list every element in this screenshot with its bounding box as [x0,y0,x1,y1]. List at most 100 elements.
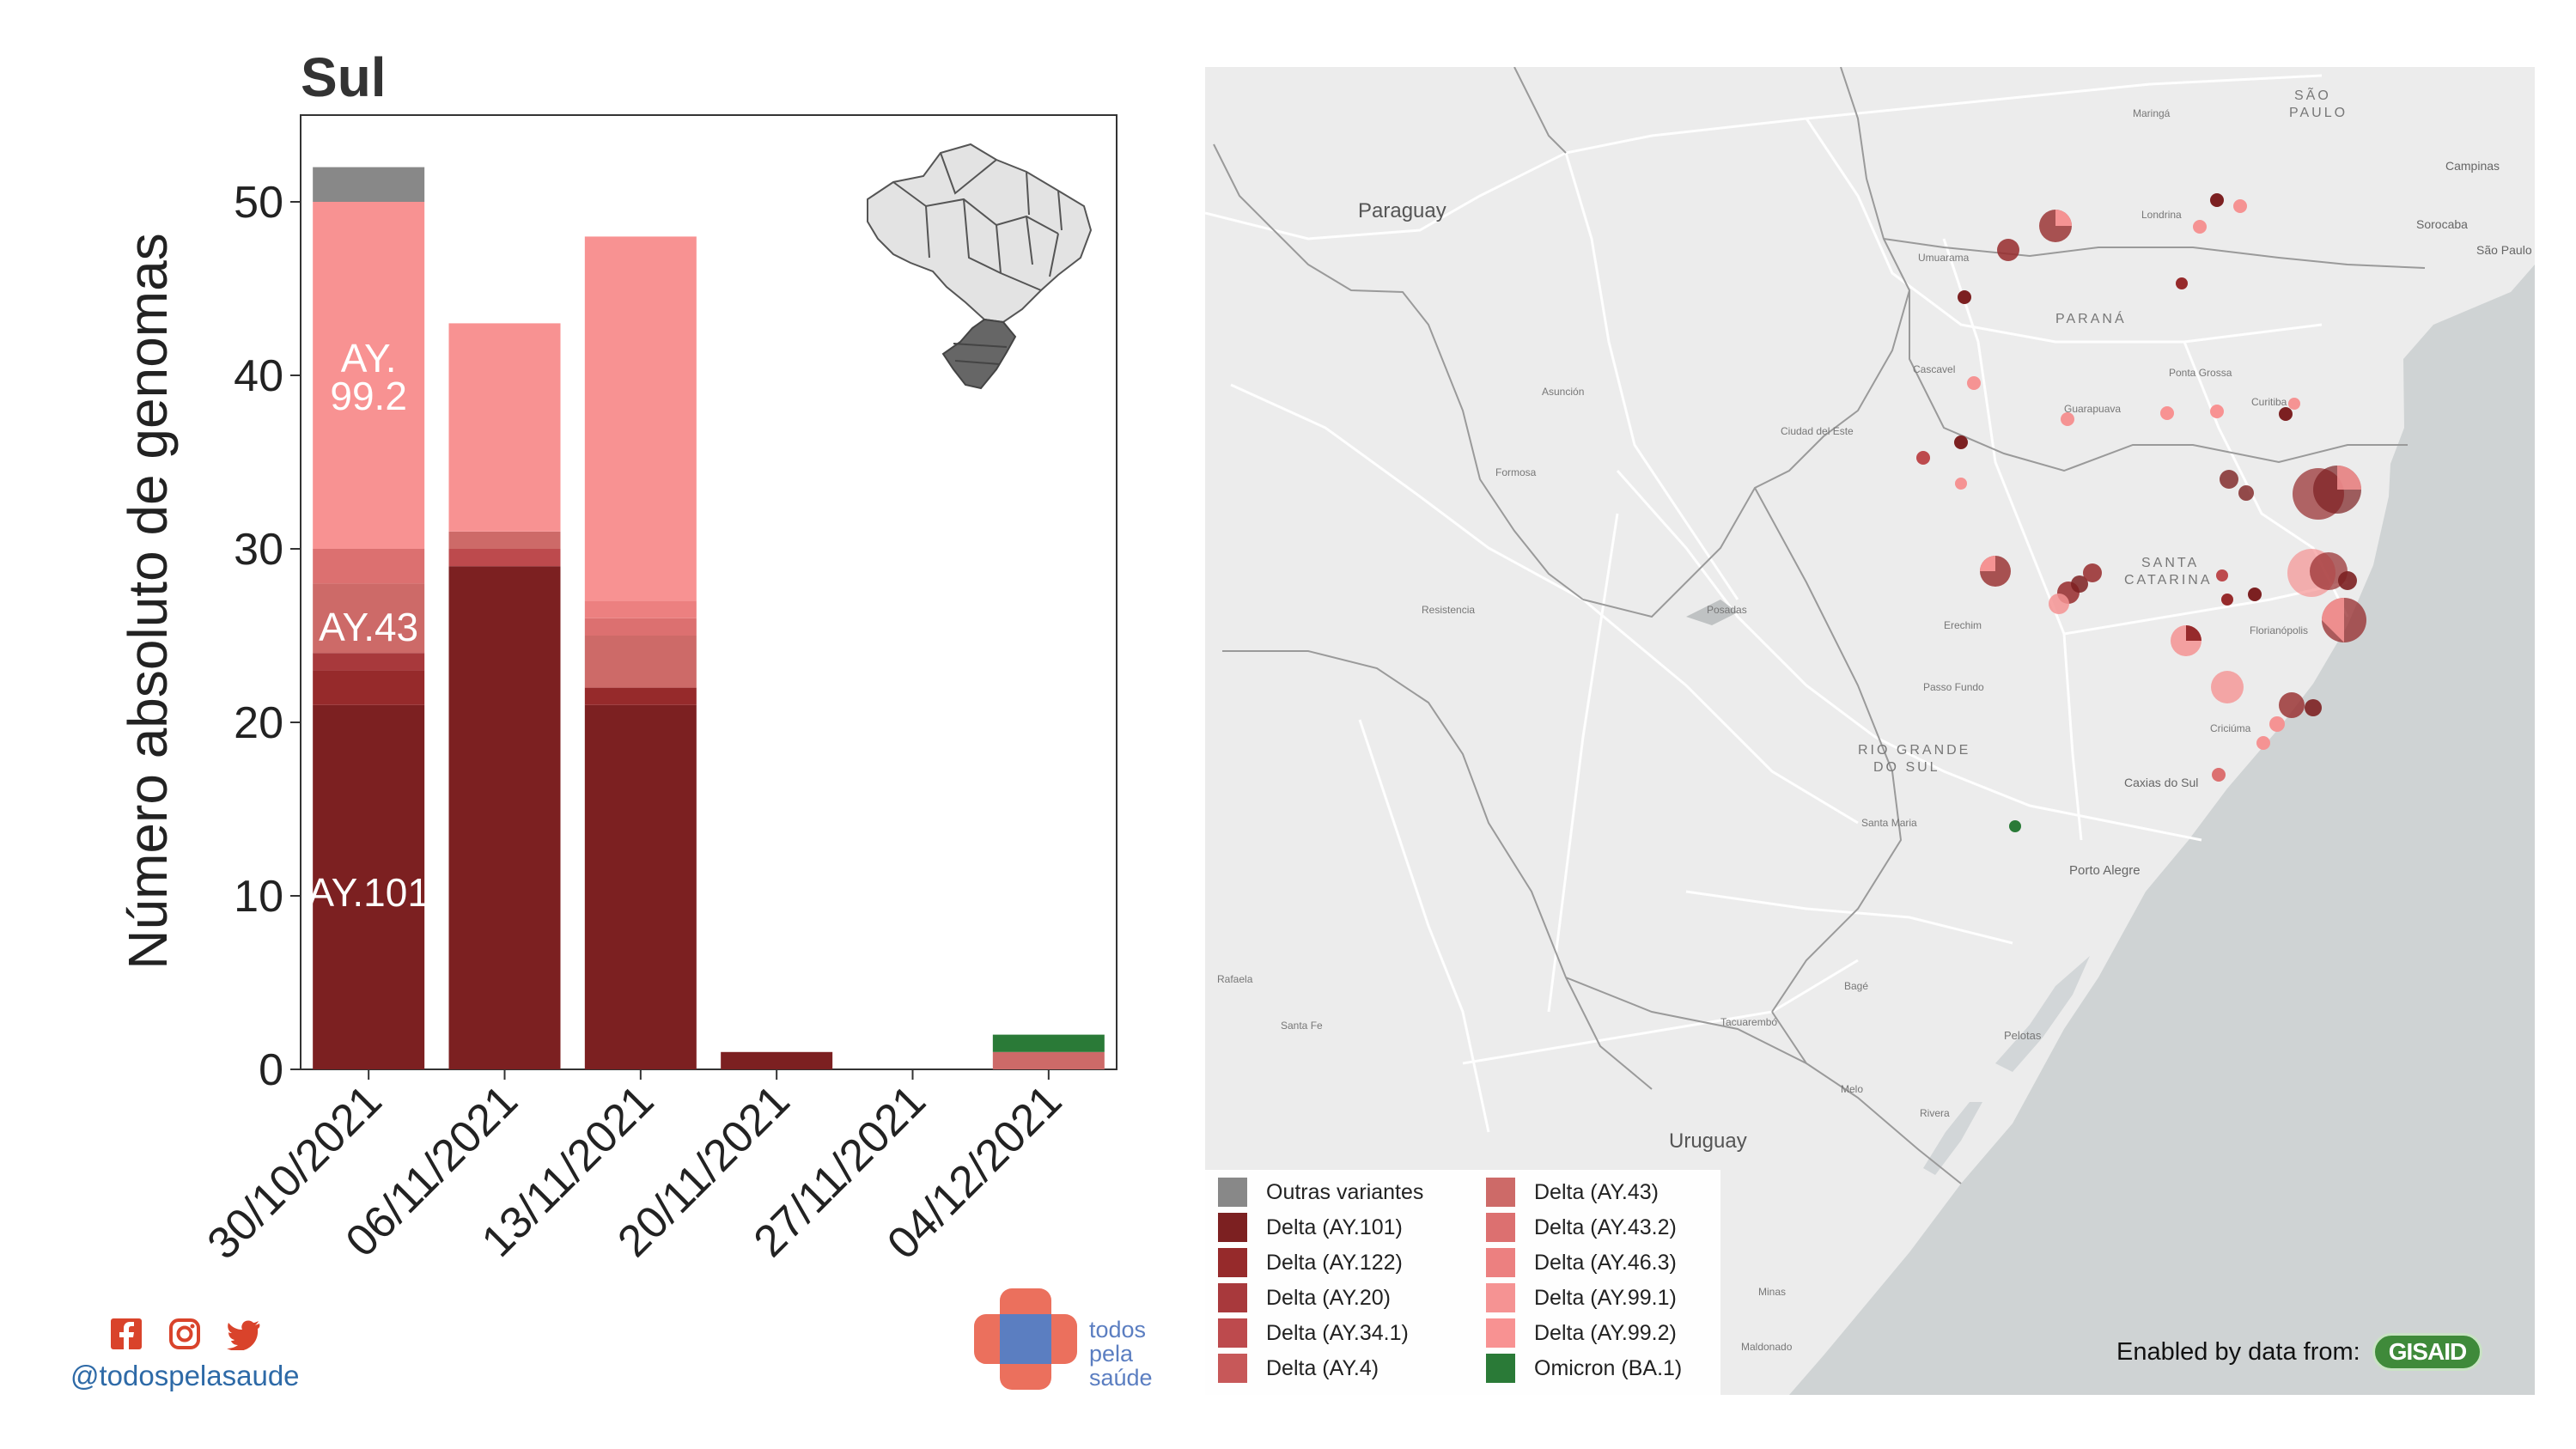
legend-swatch [1486,1213,1515,1242]
sample-point[interactable] [2238,485,2254,501]
sample-point[interactable] [2288,398,2300,410]
bar-segment [448,566,561,1069]
sample-point[interactable] [2193,220,2207,234]
label-bage: Bagé [1844,980,1868,992]
legend-label: Delta (AY.46.3) [1534,1250,1677,1275]
legend-item: Omicron (BA.1) [1486,1353,1682,1384]
sample-point[interactable] [2269,716,2285,732]
sample-point[interactable] [2212,768,2226,782]
bar-segment [313,202,425,549]
label-erechim: Erechim [1944,619,1982,631]
sample-point-slice [2337,466,2361,490]
sample-point[interactable] [2176,277,2188,289]
legend-item: Delta (AY.99.2) [1486,1318,1677,1349]
bar-segment [313,549,425,584]
label-rio-grande-1: RIO GRANDE [1858,743,1970,758]
bar-segment [448,323,561,532]
legend-swatch [1486,1248,1515,1277]
legend-item: Delta (AY.4) [1218,1353,1379,1384]
sample-point[interactable] [2210,193,2224,207]
label-cascavel: Cascavel [1913,363,1955,375]
label-uruguay: Uruguay [1669,1129,1747,1153]
instagram-icon[interactable] [168,1318,201,1355]
twitter-icon[interactable] [227,1318,261,1355]
legend-item: Outras variantes [1218,1177,1423,1208]
sample-point[interactable] [2061,412,2074,426]
brazil-map-inset [867,143,1093,390]
sample-point[interactable] [1997,239,2019,261]
label-santa-catarina-1: SANTA [2141,556,2199,570]
sample-point[interactable] [1955,478,1967,490]
sample-point[interactable] [2216,569,2228,581]
sample-point-slice [2322,598,2344,642]
bar-annotation: 99.2 [330,374,407,418]
social-handle: @todospelasaude [70,1360,300,1391]
sample-point[interactable] [2221,594,2233,606]
legend-label: Delta (AY.122) [1266,1250,1403,1275]
sample-point[interactable] [2211,671,2244,703]
bar-segment [584,636,697,688]
sample-point[interactable] [2083,563,2102,582]
sample-point[interactable] [2220,470,2238,489]
legend-label: Omicron (BA.1) [1534,1355,1683,1380]
facebook-icon[interactable] [110,1318,143,1355]
sample-point[interactable] [2210,405,2224,418]
lagoa-dos-patos [1995,956,2090,1072]
label-maringa: Maringá [2133,107,2171,119]
bar-annotation: AY.43 [319,605,418,649]
label-campinas: Campinas [2445,159,2500,173]
y-tick-label: 40 [234,351,283,401]
label-santa-maria: Santa Maria [1861,817,1917,829]
sample-point[interactable] [1967,376,1981,390]
sample-point[interactable] [2305,699,2322,716]
label-sao-paulo-2: PAULO [2289,106,2348,120]
legend-swatch [1218,1213,1247,1242]
legend-item: Delta (AY.101) [1218,1212,1403,1243]
bar-segment [992,1051,1105,1069]
sample-point[interactable] [2071,575,2088,593]
y-tick-label: 0 [259,1045,283,1095]
legend-item: Delta (AY.46.3) [1486,1247,1677,1278]
chart-title: Sul [301,46,387,108]
label-rafaela: Rafaela [1217,973,1253,985]
sample-point[interactable] [2160,406,2174,420]
roads [1205,74,2349,1133]
sample-point[interactable] [1954,435,1968,449]
bar-segment [313,670,425,705]
label-posadas: Posadas [1707,604,1747,616]
sample-point[interactable] [1958,290,1971,304]
sample-point-omicron[interactable] [2009,820,2021,832]
org-name-line: pela [1089,1341,1134,1367]
legend-item: Delta (AY.99.1) [1486,1282,1677,1313]
sample-point[interactable] [2279,407,2293,421]
legend-label: Delta (AY.43.2) [1534,1215,1677,1239]
bar-segment [313,583,425,654]
legend-item: Delta (AY.122) [1218,1247,1403,1278]
bar-segment [584,236,697,601]
bar-segment [313,704,425,1069]
legend-label: Delta (AY.99.1) [1534,1285,1677,1310]
sample-point-slice [1980,556,1995,571]
legend-label: Outras variantes [1266,1179,1424,1204]
sample-point[interactable] [2256,736,2270,750]
sample-point[interactable] [2049,594,2069,614]
label-melo: Melo [1841,1083,1863,1095]
legend-label: Delta (AY.34.1) [1266,1320,1409,1345]
label-curitiba: Curitiba [2251,396,2287,408]
label-umuarama: Umuarama [1918,252,1970,264]
sample-point[interactable] [2279,692,2305,718]
label-paraguay: Paraguay [1358,199,1446,222]
bar-annotation: AY.101 [308,870,429,915]
borders [1213,67,2426,1184]
legend-swatch [1218,1354,1247,1383]
sample-point[interactable] [2248,588,2262,601]
label-londrina: Londrina [2141,209,2182,221]
bar-annotation: AY. [341,336,397,381]
sample-point[interactable] [1916,451,1930,465]
legend-swatch [1486,1283,1515,1312]
sample-points[interactable] [1916,193,2366,832]
sample-point[interactable] [2233,199,2247,213]
bar-segment [584,600,697,618]
sample-point[interactable] [2338,571,2357,590]
label-minas: Minas [1758,1286,1786,1298]
